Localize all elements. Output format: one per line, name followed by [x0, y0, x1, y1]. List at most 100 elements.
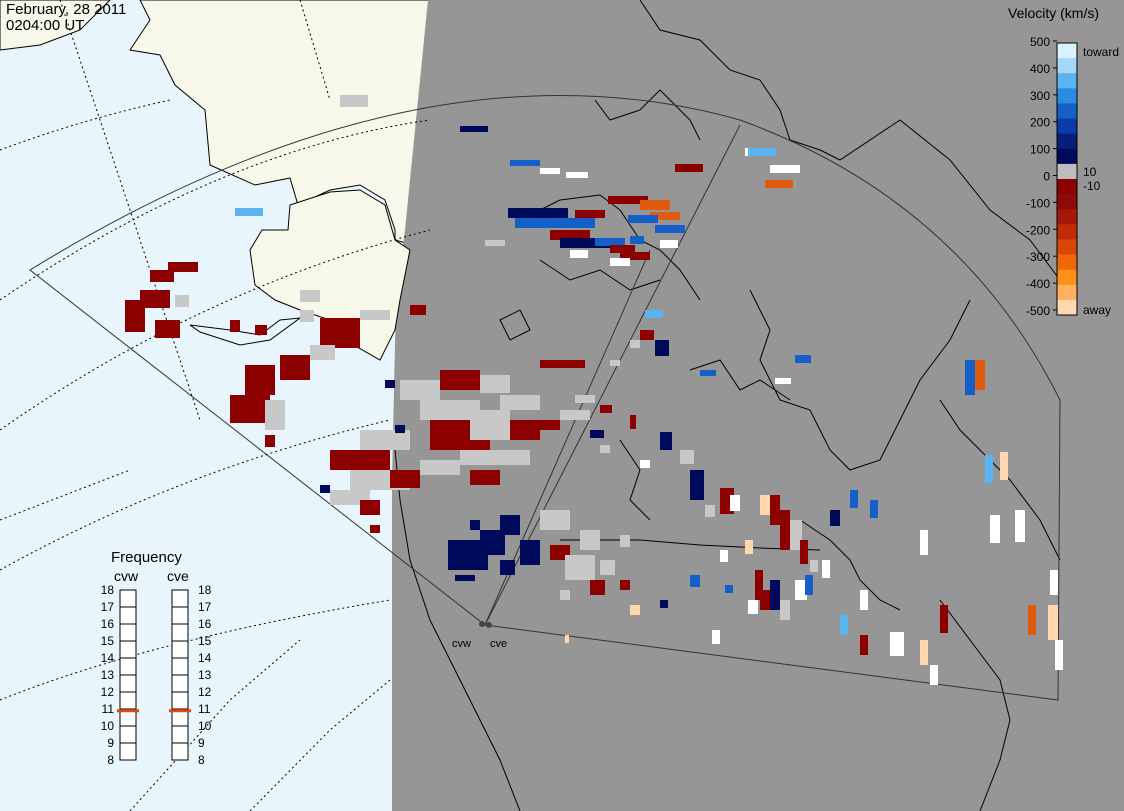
velocity-inner-tick-pos: 10	[1083, 165, 1097, 179]
frequency-label-cvw: cvw	[114, 568, 139, 584]
radar-echo-cells	[125, 95, 1063, 685]
radar-echo-cell	[795, 580, 807, 600]
site-cvw-label: cvw	[452, 638, 471, 650]
velocity-color-swatch	[1057, 209, 1077, 225]
radar-echo-cell	[975, 360, 985, 390]
radar-echo-cell	[150, 270, 174, 282]
radar-echo-cell	[700, 370, 716, 376]
radar-echo-cell	[748, 148, 776, 156]
radar-echo-cell	[600, 405, 612, 413]
radar-echo-cell	[550, 230, 590, 240]
frequency-tick-label: 15	[198, 634, 212, 648]
radar-echo-cell	[340, 95, 368, 107]
frequency-tick-label: 13	[101, 668, 115, 682]
radar-echo-cell	[320, 485, 330, 493]
frequency-tick-label: 17	[101, 600, 115, 614]
velocity-tick-label: -400	[1026, 277, 1050, 291]
radar-echo-cell	[560, 410, 590, 420]
radar-echo-cell	[360, 500, 380, 515]
radar-echo-cell	[500, 450, 530, 465]
velocity-tick-label: -500	[1026, 304, 1050, 318]
radar-echo-cell	[640, 200, 670, 210]
radar-echo-cell	[510, 420, 540, 440]
radar-echo-cell	[560, 238, 610, 248]
velocity-color-swatch	[1057, 103, 1077, 120]
velocity-color-swatch	[1057, 269, 1077, 286]
radar-echo-cell	[230, 320, 240, 332]
radar-echo-cell	[1000, 452, 1008, 480]
radar-echo-cell	[580, 530, 600, 550]
velocity-color-swatch	[1057, 58, 1077, 74]
radar-echo-cell	[1048, 605, 1058, 640]
radar-echo-cell	[620, 580, 630, 590]
radar-echo-cell	[610, 360, 620, 366]
radar-echo-cell	[255, 325, 267, 335]
radar-echo-cell	[780, 600, 790, 620]
radar-echo-cell	[230, 395, 270, 423]
radar-echo-cell	[840, 615, 848, 635]
radar-echo-cell	[565, 555, 595, 580]
radar-echo-cell	[560, 590, 570, 600]
radar-echo-cell	[985, 455, 993, 483]
radar-echo-cell	[660, 240, 678, 248]
radar-echo-cell	[485, 240, 505, 246]
radar-echo-cell	[1055, 640, 1063, 670]
velocity-color-swatch	[1057, 163, 1077, 180]
radar-echo-cell	[575, 395, 595, 403]
radar-sites: cvw cve	[452, 621, 507, 650]
radar-echo-cell	[860, 590, 868, 610]
velocity-color-swatch	[1057, 133, 1077, 150]
velocity-tick-label: -300	[1026, 250, 1050, 264]
velocity-color-swatch	[1057, 299, 1077, 316]
velocity-color-swatch	[1057, 73, 1077, 89]
velocity-tick-label: -100	[1026, 196, 1050, 210]
siberia-landmass	[0, 0, 111, 51]
radar-echo-cell	[500, 560, 515, 575]
radar-echo-cell	[850, 490, 858, 508]
frequency-tick-label: 8	[107, 753, 114, 767]
velocity-tick-label: 200	[1030, 116, 1050, 130]
frequency-tick-label: 9	[198, 736, 205, 750]
radar-echo-cell	[640, 330, 654, 340]
radar-echo-cell	[300, 310, 314, 322]
radar-echo-cell	[800, 540, 808, 564]
radar-echo-cell	[628, 215, 658, 223]
radar-echo-cell	[1050, 570, 1058, 595]
velocity-color-swatch	[1057, 224, 1077, 240]
radar-echo-cell	[330, 450, 390, 470]
velocity-tick-label: 0	[1043, 170, 1050, 184]
radar-echo-cell	[655, 225, 685, 233]
radar-echo-cell	[245, 365, 275, 395]
radar-echo-cell	[630, 605, 640, 615]
radar-echo-cell	[385, 380, 395, 388]
radar-echo-cell	[590, 580, 605, 595]
radar-echo-cell	[520, 540, 540, 565]
radar-echo-cell	[805, 575, 813, 595]
radar-echo-cell	[566, 172, 588, 178]
frequency-tick-label: 11	[102, 702, 115, 716]
radar-echo-cell	[480, 375, 510, 393]
radar-echo-cell	[390, 470, 420, 488]
radar-echo-cell	[320, 318, 360, 348]
radar-echo-cell	[600, 445, 610, 453]
radar-echo-cell	[410, 305, 426, 315]
radar-echo-cell	[470, 520, 480, 530]
radar-echo-cell	[595, 238, 625, 246]
radar-echo-cell	[640, 460, 650, 468]
radar-echo-cell	[310, 345, 335, 360]
velocity-inner-tick-neg: -10	[1083, 179, 1101, 193]
frequency-scale-cvw: 18 17 16 15 14 13 12 11 10 9 8	[101, 583, 139, 767]
radar-echo-cell	[920, 640, 928, 665]
radar-echo-cell	[400, 380, 440, 400]
radar-echo-cell	[360, 310, 390, 320]
radar-echo-cell	[720, 550, 728, 562]
radar-echo-cell	[660, 432, 672, 450]
radar-echo-cell	[300, 290, 320, 302]
radar-echo-cell	[508, 208, 568, 218]
radar-echo-cell	[870, 500, 878, 518]
frequency-tick-label: 10	[198, 719, 212, 733]
radar-echo-cell	[965, 360, 975, 395]
radar-echo-cell	[830, 510, 840, 526]
radar-echo-cell	[280, 355, 310, 380]
velocity-color-swatch	[1057, 284, 1077, 301]
